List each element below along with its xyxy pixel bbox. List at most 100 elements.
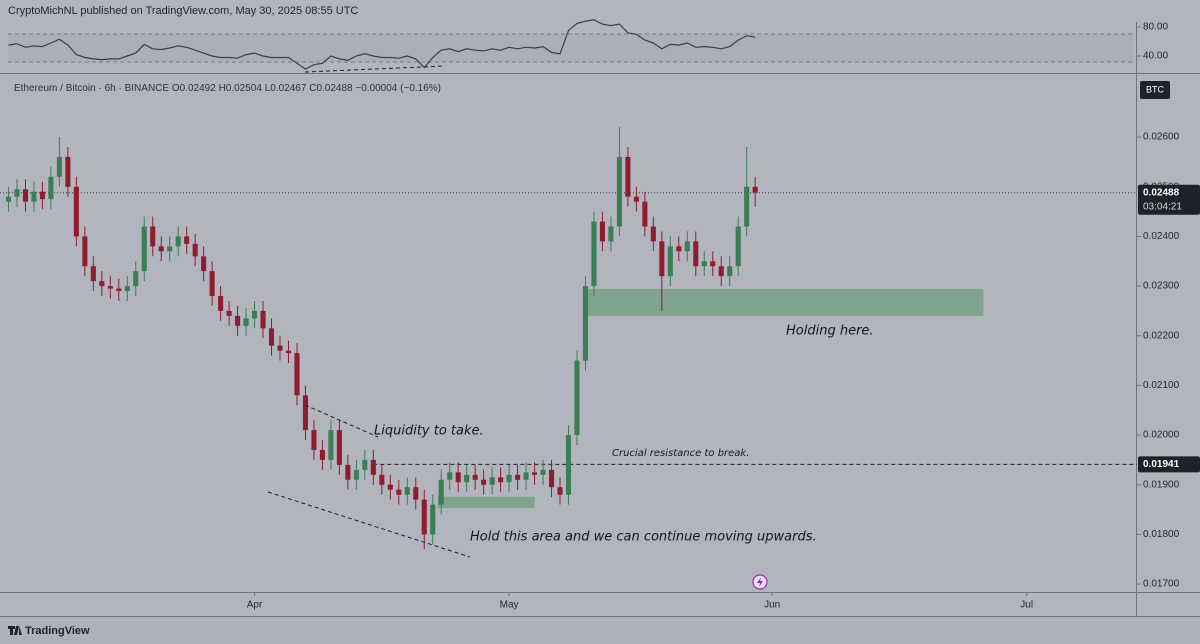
candle-body [548,469,555,488]
y-tick-label: 0.02300 [1143,281,1180,292]
candle-body [99,281,105,287]
brand-logo [8,626,22,635]
candle-body [676,246,682,252]
y-tick-label: 0.01800 [1143,529,1180,540]
rsi-line [8,19,756,70]
legend-change-pct: (−0.16%) [400,83,441,94]
candle-body [39,191,45,200]
y-tick-label: 0.02600 [1143,132,1180,143]
resistance-badge [1138,456,1200,473]
candle-body [701,261,707,267]
candle-body [616,156,622,227]
candle-body [667,246,673,277]
candle-body [235,315,241,326]
candle-body [744,186,750,227]
candle-body [557,487,563,495]
candle-body [73,186,79,237]
currency-badge [1140,81,1170,99]
legend-low: L0.02467 [265,83,307,94]
candle-body [574,360,580,436]
candle-body [243,318,249,326]
zone [437,496,535,509]
candle-body [642,201,648,227]
trend-line [304,404,379,438]
candle-body [5,196,12,202]
candle-body [396,489,402,495]
candle-body [591,221,597,287]
y-tick-label: 0.02000 [1143,430,1180,441]
x-tick-label: Jul [1020,600,1033,611]
candle-body [65,156,71,187]
candle-body [650,226,656,242]
candle-body [260,310,266,329]
brand: TradingView [25,625,90,637]
candle-body [387,484,393,490]
candle-body [362,459,368,470]
y-tick-label: 0.02100 [1143,380,1180,391]
candle-body [218,296,224,311]
y-tick-label: 0.01700 [1143,579,1180,590]
candle-body [447,472,453,480]
candle-body [515,474,521,480]
candle-body [48,176,54,200]
candle-body [710,261,716,267]
candle-body [370,459,376,475]
x-tick-label: Apr [247,600,263,611]
candle-body [582,286,589,361]
candle-body [311,430,317,450]
countdown: 03:04:21 [1143,201,1182,212]
candle-body [116,288,122,292]
candle-body [133,271,139,287]
last-price-label: 0.02488 [1143,187,1180,198]
candle-body [633,196,639,202]
candle-body [532,472,538,475]
candle-body [489,477,495,485]
candle-body [294,353,300,396]
legend: Ethereum / Bitcoin · 6h · BINANCE O0.024… [14,83,441,94]
candle-body [226,310,232,316]
legend-change: −0.00004 [355,83,397,94]
last-price-badge [1138,184,1200,215]
x-tick-label: May [500,600,519,611]
rsi-trend-line [304,65,446,73]
currency: BTC [1146,84,1165,94]
candle-body [184,236,190,244]
candle-body [599,221,605,242]
annotation: Crucial resistance to break. [612,448,749,459]
candle-body [472,474,478,480]
event-icon-bolt [757,577,763,587]
candle-body [379,474,385,485]
footer-bar [0,617,1200,644]
publish-info: CryptoMichNL published on TradingView.co… [8,5,358,17]
annotation: Hold this area and we can continue movin… [470,530,817,545]
candle-body [285,350,292,354]
rsi-y-tick-label: 80.00 [1143,22,1168,33]
candle-body [506,474,512,483]
y-tick-label: 0.02400 [1143,231,1180,242]
candle-body [455,472,461,483]
rsi-band [8,34,1133,62]
candle-body [277,345,283,351]
candle-body [56,156,62,177]
candle-body [608,226,614,242]
candle-body [319,449,325,460]
candle-body [158,246,164,252]
candle-body [252,310,258,319]
candle-body [141,226,147,272]
logo-mark [8,626,22,635]
candle-body [336,430,342,465]
candle-body [565,435,572,495]
y-tick-label: 0.01900 [1143,479,1180,490]
candle-body [464,474,470,483]
candle-body [302,395,309,431]
candle-body [540,469,546,475]
candle-body [201,256,207,272]
candle-body [438,479,444,505]
candle-body [625,156,631,197]
candle-body [404,487,410,495]
candle-body [22,189,29,202]
candle-body [718,266,724,277]
candle-body [268,328,275,346]
candle-body [752,186,758,193]
x-tick-label: Jun [764,600,780,611]
